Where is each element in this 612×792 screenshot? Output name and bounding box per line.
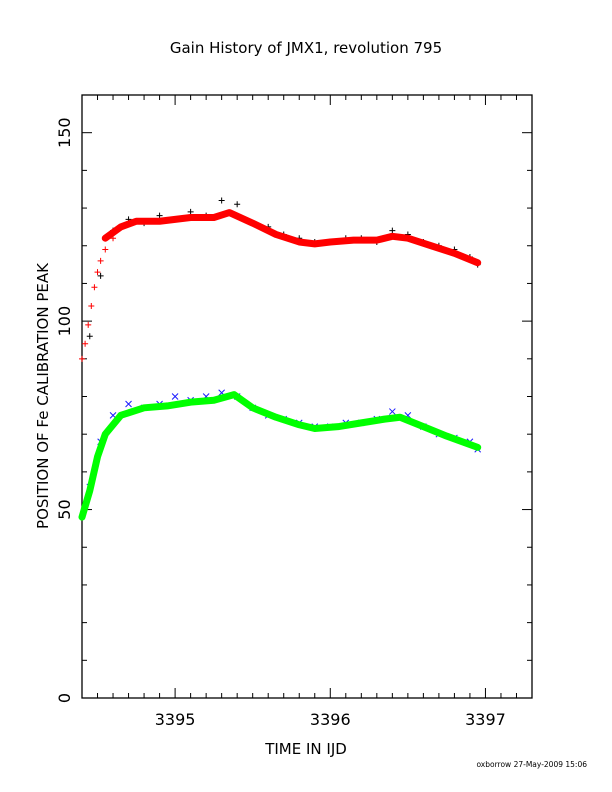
y-tick-label: 150 [55,117,74,148]
y-tick-label: 0 [55,693,74,703]
series-3-point [125,400,132,408]
series-2-line [101,209,482,267]
series-0-point [156,212,163,219]
series-0-point [86,333,93,340]
series-1-point [102,246,109,253]
x-axis-label: TIME IN IJD [264,740,347,758]
series-0-point [187,208,194,215]
series-3-point [171,393,179,400]
series-3-point [388,408,396,415]
series-0-point [234,201,241,208]
series-1-point [91,284,98,291]
series-1-point [94,269,101,276]
y-axis-label: POSITION OF Fe CALIBRATION PEAK [34,262,52,529]
series-0-point [97,272,104,279]
plot-frame [81,94,533,699]
y-tick-label: 50 [55,499,74,519]
y-tick-label: 100 [55,306,74,337]
credit-text: oxborrow 27-May-2009 15:06 [476,760,587,769]
series-0-point [218,197,225,204]
series-0-point [389,227,396,234]
series-4-line [78,391,482,521]
x-tick-label: 3397 [465,710,506,729]
axis-ticks: 0 50 100 150 3395 3396 3397 [55,94,533,729]
data-marks [78,197,482,521]
series-1-point [88,303,95,310]
series-1-point [85,321,92,328]
chart-title: Gain History of JMX1, revolution 795 [170,39,442,57]
series-1-point [79,355,85,362]
x-tick-label: 3396 [310,710,351,729]
series-1-point [97,257,104,264]
x-tick-label: 3395 [155,710,196,729]
series-1-point [82,340,89,347]
